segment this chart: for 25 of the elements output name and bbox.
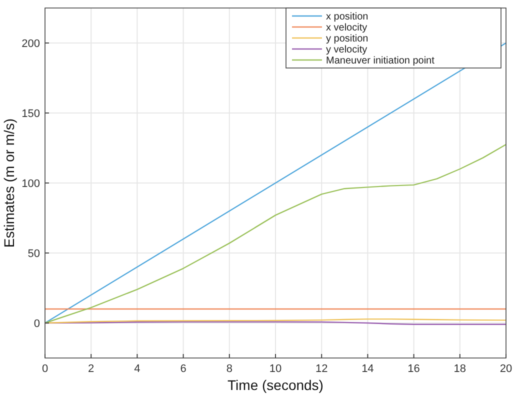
y-tick-label: 0 (34, 318, 40, 330)
x-tick-label: 10 (269, 363, 282, 375)
x-tick-label: 6 (180, 363, 186, 375)
legend-label: Maneuver initiation point (326, 56, 435, 66)
legend-label: x velocity (326, 22, 368, 34)
y-tick-label: 200 (22, 38, 40, 50)
x-tick-label: 18 (454, 363, 466, 375)
legend-label: x position (326, 12, 368, 22)
x-tick-label: 4 (134, 363, 140, 375)
x-tick-label: 12 (315, 363, 328, 375)
y-tick-label: 50 (28, 248, 40, 260)
x-tick-label: 16 (408, 363, 420, 375)
x-tick-label: 8 (226, 363, 232, 375)
y-axis-title: Estimates (m or m/s) (1, 118, 17, 248)
y-tick-label: 100 (22, 178, 40, 190)
x-tick-label: 14 (362, 363, 374, 375)
x-tick-label: 0 (42, 363, 48, 375)
y-tick-label: 150 (22, 108, 40, 120)
x-tick-label: 20 (500, 363, 512, 375)
legend-label: y velocity (326, 44, 368, 56)
line-series (44, 42, 507, 324)
x-axis-title: Time (seconds) (228, 377, 324, 393)
legend-label: y position (326, 34, 368, 44)
x-tick-label: 2 (88, 363, 94, 375)
line-series (44, 144, 507, 324)
